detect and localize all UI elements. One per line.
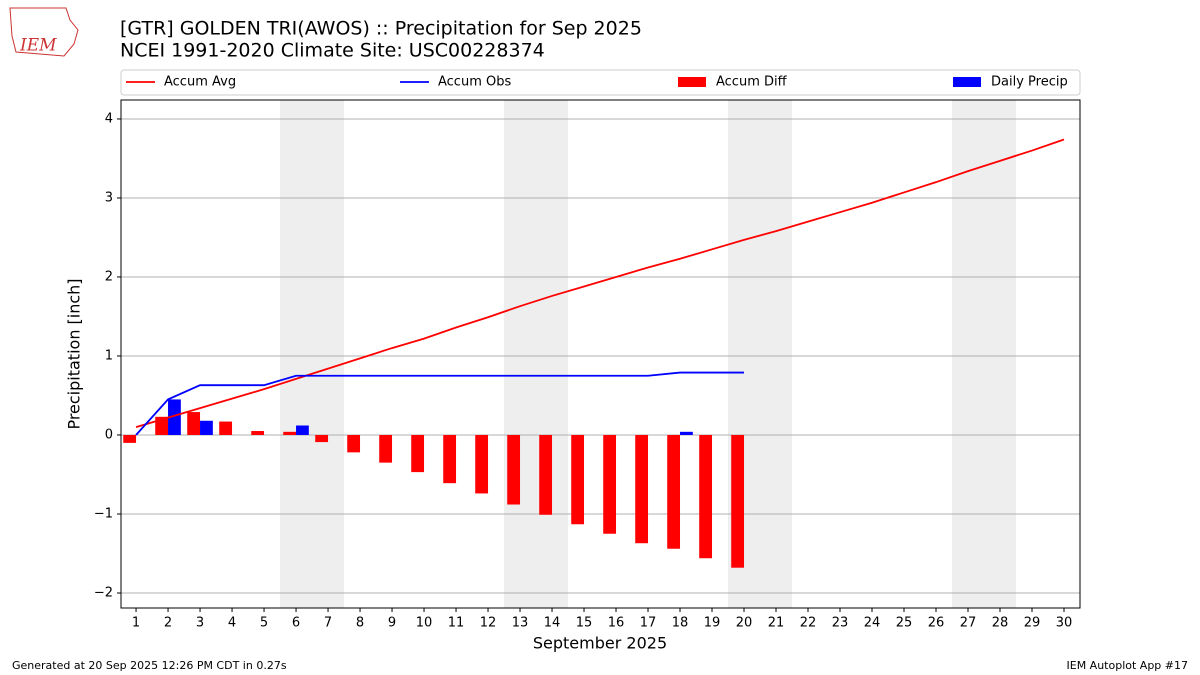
y-tick-label: −2 (94, 585, 113, 600)
x-tick-label: 13 (512, 616, 529, 631)
x-tick-label: 2 (164, 616, 172, 631)
bar (635, 434, 649, 544)
bar (667, 434, 681, 549)
x-tick-label: 17 (640, 616, 657, 631)
y-tick-label: 3 (105, 190, 113, 205)
x-tick-label: 6 (292, 616, 300, 631)
weekend-band (952, 100, 1017, 608)
x-tick-label: 3 (196, 616, 204, 631)
legend-swatch (678, 77, 706, 87)
x-tick-label: 1 (132, 616, 140, 631)
x-tick-label: 8 (356, 616, 364, 631)
bar (411, 434, 425, 473)
chart-subtitle: NCEI 1991-2020 Climate Site: USC00228374 (120, 40, 545, 62)
bar (699, 434, 713, 559)
x-tick-label: 7 (324, 616, 332, 631)
x-tick-label: 28 (992, 616, 1009, 631)
bar (731, 434, 745, 568)
legend-label: Accum Diff (716, 75, 788, 90)
legend-box (120, 69, 1081, 96)
bar (571, 434, 585, 525)
x-tick-label: 25 (896, 616, 913, 631)
bar (475, 434, 489, 494)
bar (507, 434, 521, 505)
legend-label: Accum Avg (164, 75, 236, 90)
x-tick-label: 5 (260, 616, 268, 631)
bar (603, 434, 617, 534)
line (135, 138, 1065, 428)
bar (347, 434, 361, 453)
x-tick-label: 11 (448, 616, 465, 631)
x-axis-label: September 2025 (533, 634, 667, 653)
line (135, 371, 745, 436)
bar (219, 421, 233, 435)
x-tick-label: 19 (704, 616, 721, 631)
x-tick-label: 12 (480, 616, 497, 631)
x-tick-label: 24 (864, 616, 881, 631)
footer-left: Generated at 20 Sep 2025 12:26 PM CDT in… (12, 659, 287, 672)
x-tick-label: 4 (228, 616, 236, 631)
x-tick-label: 27 (960, 616, 977, 631)
chart-title: [GTR] GOLDEN TRI(AWOS) :: Precipitation … (120, 18, 642, 40)
x-tick-label: 20 (736, 616, 753, 631)
legend-label: Daily Precip (991, 75, 1068, 90)
bar (680, 431, 693, 435)
bar (379, 434, 393, 463)
legend-label: Accum Obs (438, 75, 511, 90)
logo: IEM (9, 7, 79, 57)
y-tick-label: −1 (94, 506, 113, 521)
x-tick-label: 22 (800, 616, 817, 631)
y-tick-label: 2 (105, 269, 113, 284)
x-tick-label: 9 (388, 616, 396, 631)
bar (539, 434, 553, 515)
x-tick-label: 26 (928, 616, 945, 631)
bar (296, 425, 309, 435)
bar (251, 431, 265, 435)
bar (123, 434, 137, 443)
x-tick-label: 14 (544, 616, 561, 631)
bar (200, 420, 213, 435)
bar (283, 431, 297, 435)
bar (443, 434, 457, 484)
x-tick-label: 30 (1056, 616, 1073, 631)
bar (187, 412, 201, 435)
plot-area (121, 100, 1080, 608)
x-tick-label: 21 (768, 616, 785, 631)
logo-text: IEM (19, 36, 57, 56)
y-tick-label: 4 (105, 111, 113, 126)
weekend-band (504, 100, 569, 608)
x-tick-label: 10 (416, 616, 433, 631)
y-tick-label: 0 (105, 427, 113, 442)
x-tick-label: 29 (1024, 616, 1041, 631)
footer-right: IEM Autoplot App #17 (1067, 659, 1189, 672)
bar (168, 399, 181, 435)
weekend-shading (280, 100, 1017, 608)
logo-outline (9, 7, 79, 57)
x-tick-label: 23 (832, 616, 849, 631)
plot-frame (120, 99, 1081, 609)
x-tick-label: 16 (608, 616, 625, 631)
y-tick-label: 1 (105, 348, 113, 363)
bar (315, 434, 329, 443)
legend-swatch (953, 77, 981, 87)
y-axis-label: Precipitation [inch] (65, 278, 84, 429)
weekend-band (280, 100, 345, 608)
x-tick-label: 15 (576, 616, 593, 631)
x-tick-label: 18 (672, 616, 689, 631)
